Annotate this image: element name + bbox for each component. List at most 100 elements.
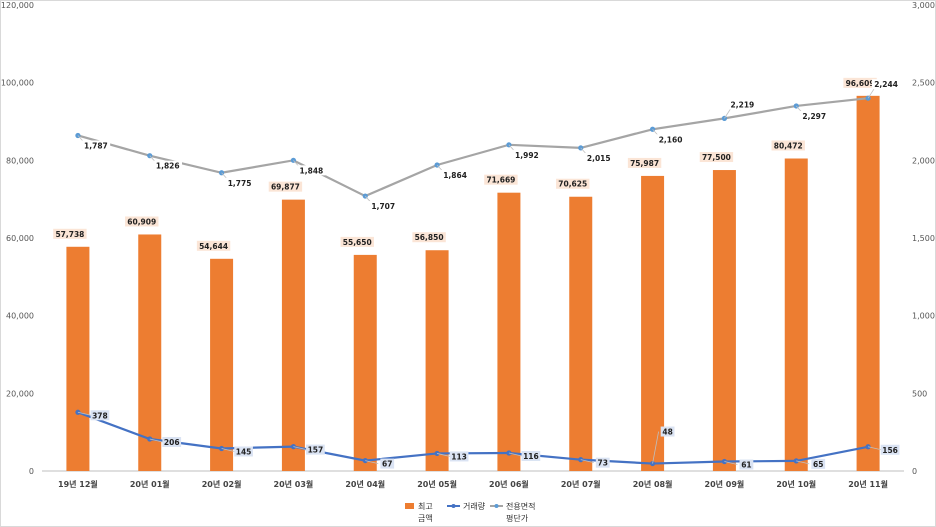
line-label-box [81, 140, 111, 151]
leader-line [508, 452, 523, 457]
right-tick-label: 500 [912, 389, 927, 398]
line-label-box [306, 444, 325, 455]
x-tick-label: 20년 04월 [345, 479, 385, 489]
line-label: 206 [164, 438, 180, 447]
leader-line [365, 460, 379, 464]
line-label: 61 [741, 461, 751, 470]
bar-series [66, 95, 880, 472]
line-label: 145 [236, 447, 252, 456]
line-label: 1,707 [371, 202, 395, 211]
bar-label-box [196, 240, 231, 251]
left-tick-label: 20,000 [6, 389, 34, 398]
bar-label: 71,669 [486, 176, 515, 185]
series-line [77, 97, 869, 198]
line-label: 1,775 [228, 179, 252, 188]
bar-label: 70,625 [558, 180, 587, 189]
right-tick-label: 2,000 [912, 156, 935, 165]
data-labels: 57,738 60,909 54,644 69,877 55,650 56,850 71,6… [53, 77, 901, 470]
bar-label-box [627, 157, 662, 168]
leader-line [580, 459, 594, 464]
line-label-box [440, 169, 470, 180]
line-label: 1,787 [84, 141, 108, 150]
line-label: 2,219 [731, 100, 755, 109]
bar [712, 170, 736, 471]
left-tick-label: 40,000 [6, 312, 34, 321]
line-label-box [811, 458, 826, 469]
bar-label: 77,500 [702, 153, 731, 162]
line-label-box [584, 152, 613, 163]
bar-label-box [125, 216, 159, 227]
bar-label-box [699, 152, 734, 163]
left-tick-label: 0 [29, 467, 34, 476]
x-axis-ticks: 19년 12월 20년 01월 20년 02월 20년 03월 20년 04월 20년 0… [58, 479, 888, 489]
right-tick-label: 3,000 [912, 1, 935, 10]
x-tick-label: 20년 07월 [561, 479, 601, 489]
bar [497, 192, 521, 472]
line-label-box [380, 458, 395, 469]
bar-label-box [484, 174, 518, 185]
legend-swatch-bar [405, 503, 414, 509]
legend-label: 평단가 [506, 513, 529, 523]
leader-line [77, 411, 92, 416]
leader-line [652, 431, 659, 464]
legend-swatch-marker [494, 504, 499, 508]
line-label: 1,992 [515, 151, 539, 160]
line-label-box [225, 177, 254, 188]
x-tick-label: 20년 09월 [705, 479, 745, 489]
line-label: 1,848 [300, 166, 324, 175]
line-label-box [739, 459, 754, 470]
leader-line [293, 446, 307, 451]
left-tick-label: 80,000 [6, 156, 34, 165]
line-label-box [660, 426, 675, 437]
bar-label: 55,650 [343, 238, 372, 247]
leader-line [221, 448, 235, 452]
right-tick-label: 1,000 [912, 312, 935, 321]
bar-label: 60,909 [127, 217, 156, 226]
bar [281, 199, 305, 471]
bar [425, 250, 449, 471]
line-label: 378 [92, 411, 108, 420]
bar-label-box [53, 228, 87, 239]
x-tick-label: 20년 01월 [130, 479, 170, 489]
x-tick-label: 20년 05월 [417, 479, 457, 489]
bar-label-box [556, 178, 590, 189]
bar-label: 54,644 [199, 242, 228, 251]
line-label-box [162, 437, 182, 448]
bar-label-box [412, 232, 446, 243]
x-tick-label: 20년 02월 [202, 479, 242, 489]
line-label-box [656, 134, 685, 145]
line-label-box [297, 165, 326, 176]
line-label: 1,826 [156, 162, 180, 171]
line-label: 156 [882, 446, 898, 455]
leader-line [436, 453, 451, 457]
bar-label-box [340, 236, 374, 247]
x-tick-label: 20년 11월 [848, 479, 888, 489]
x-tick-label: 20년 08월 [633, 479, 673, 489]
line-label: 2,160 [659, 135, 683, 144]
leader-line [867, 446, 882, 451]
line-label-box [153, 160, 182, 171]
line-label: 48 [662, 428, 672, 437]
line-label-box [449, 451, 469, 462]
line-label: 2,244 [874, 80, 898, 89]
right-y-axis: 0 500 1,000 1,500 2,000 2,500 3,000 [912, 1, 935, 476]
line-label: 1,864 [443, 171, 467, 180]
bar-label: 96,609 [846, 79, 875, 88]
bar-label: 75,987 [630, 159, 659, 168]
bar [569, 196, 593, 472]
line-label-box [521, 450, 541, 461]
left-tick-label: 60,000 [6, 234, 34, 243]
line-label-box [595, 457, 610, 468]
line-label: 116 [523, 452, 539, 461]
line-label: 113 [451, 452, 467, 461]
line-label-box [880, 444, 900, 455]
legend-label: 최고 [418, 501, 433, 511]
legend-label: 거래량 [463, 501, 486, 511]
bar [856, 95, 880, 471]
x-tick-label: 20년 06월 [489, 479, 529, 489]
bar-label: 69,877 [271, 183, 300, 192]
line-point [218, 445, 225, 452]
leader-line [796, 460, 810, 465]
